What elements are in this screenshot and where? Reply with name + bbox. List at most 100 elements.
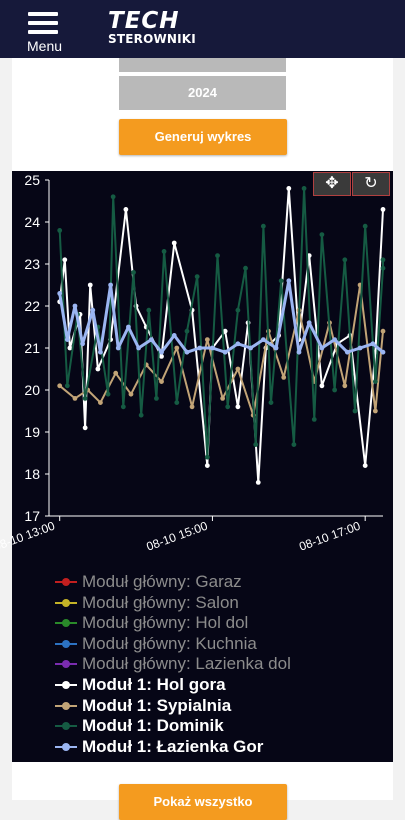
- data-point: [215, 253, 220, 258]
- data-point: [123, 207, 129, 212]
- legend-label: Moduł 1: Hol gora: [82, 675, 226, 694]
- data-point: [128, 391, 134, 397]
- data-point: [286, 278, 292, 284]
- legend-item[interactable]: Moduł główny: Lazienka dol: [55, 654, 291, 674]
- data-point: [82, 396, 88, 401]
- generate-chart-button[interactable]: Generuj wykres: [119, 119, 287, 155]
- legend-item[interactable]: Moduł główny: Salon: [55, 593, 239, 613]
- data-point: [380, 265, 386, 271]
- data-point: [57, 291, 63, 296]
- data-point: [235, 366, 241, 372]
- data-point: [253, 442, 259, 447]
- data-point: [64, 383, 70, 389]
- data-point: [286, 186, 292, 191]
- data-point: [281, 375, 287, 380]
- data-point: [189, 404, 195, 410]
- data-point: [184, 349, 190, 355]
- data-point: [113, 370, 119, 376]
- data-point: [296, 349, 302, 355]
- data-point: [278, 278, 284, 284]
- data-point: [131, 270, 136, 275]
- data-point: [362, 463, 368, 468]
- data-point: [80, 341, 86, 347]
- legend-marker: [55, 593, 77, 613]
- logo: TECH STEROWNIKI: [108, 10, 196, 47]
- data-point: [204, 463, 210, 468]
- legend-marker: [55, 675, 77, 695]
- y-tick-label: 19: [24, 424, 40, 440]
- data-point: [171, 240, 177, 246]
- data-point: [372, 379, 378, 384]
- data-point: [90, 307, 96, 313]
- x-tick-label: 08-10 17:00: [297, 519, 362, 554]
- data-point: [146, 307, 152, 313]
- y-tick-label: 18: [24, 466, 40, 482]
- data-point: [105, 391, 111, 397]
- menu-label: Menu: [27, 38, 63, 54]
- show-all-button[interactable]: Pokaż wszystko: [119, 784, 287, 820]
- data-point: [311, 417, 317, 422]
- data-point: [235, 341, 241, 347]
- data-point: [380, 349, 386, 355]
- y-tick-label: 21: [24, 340, 40, 356]
- legend-item[interactable]: Moduł główny: Hol dol: [55, 613, 248, 633]
- legend-label: Moduł główny: Garaz: [82, 572, 242, 591]
- legend-marker: [55, 737, 77, 757]
- legend-label: Moduł 1: Dominik: [82, 716, 224, 736]
- logo-subtitle: STEROWNIKI: [108, 32, 196, 46]
- series-line: [58, 187, 384, 459]
- data-point: [243, 265, 248, 271]
- data-point: [108, 282, 114, 288]
- data-point: [380, 257, 386, 263]
- legend-item[interactable]: Moduł główny: Garaz: [55, 572, 242, 592]
- legend-label: Moduł główny: Kuchnia: [82, 633, 257, 653]
- data-point: [115, 345, 121, 351]
- legend-item[interactable]: Moduł 1: Łazienka Gor: [55, 737, 263, 757]
- data-point: [332, 337, 338, 342]
- legend-item[interactable]: Moduł 1: Hol gora: [55, 675, 226, 695]
- legend-item[interactable]: Moduł główny: Kuchnia: [55, 634, 257, 654]
- legend-label: Moduł główny: Lazienka dol: [82, 654, 291, 674]
- data-point: [370, 341, 376, 347]
- menu-button[interactable]: Menu: [24, 8, 68, 54]
- data-point: [184, 328, 190, 334]
- reset-button[interactable]: ↻: [352, 172, 390, 196]
- pan-button[interactable]: ✥: [313, 172, 351, 196]
- legend-label: Moduł 1: Sypialnia: [82, 695, 232, 715]
- data-point: [57, 228, 63, 233]
- data-point: [82, 425, 88, 431]
- rotate-icon: ↻: [364, 175, 378, 192]
- y-tick-label: 25: [24, 172, 40, 188]
- legend-item[interactable]: Moduł 1: Sypialnia: [55, 696, 231, 716]
- year-select[interactable]: 2024: [119, 76, 286, 110]
- series-line: [58, 279, 384, 354]
- data-point: [380, 207, 386, 212]
- month-select[interactable]: [119, 58, 286, 72]
- legend-item[interactable]: Moduł 1: Dominik: [55, 716, 224, 736]
- data-point: [120, 404, 126, 410]
- data-point: [159, 379, 164, 384]
- data-point: [161, 249, 167, 254]
- x-tick-label: 08-10 15:00: [144, 519, 209, 554]
- data-point: [57, 383, 63, 389]
- data-point: [62, 257, 68, 263]
- data-point: [110, 194, 116, 200]
- data-point: [362, 223, 368, 229]
- legend-label: Moduł 1: Łazienka Gor: [82, 736, 264, 756]
- data-point: [174, 345, 180, 351]
- data-point: [319, 383, 325, 389]
- data-point: [67, 345, 73, 351]
- data-point: [72, 396, 78, 401]
- hamburger-icon: [24, 8, 68, 34]
- data-point: [235, 307, 241, 313]
- data-point: [154, 396, 159, 401]
- data-point: [222, 328, 228, 334]
- data-point: [72, 303, 78, 309]
- data-point: [255, 480, 261, 485]
- data-point: [220, 396, 226, 401]
- legend-marker: [55, 613, 77, 633]
- data-point: [248, 345, 254, 351]
- logo-title: TECH: [108, 8, 180, 34]
- data-point: [64, 337, 70, 342]
